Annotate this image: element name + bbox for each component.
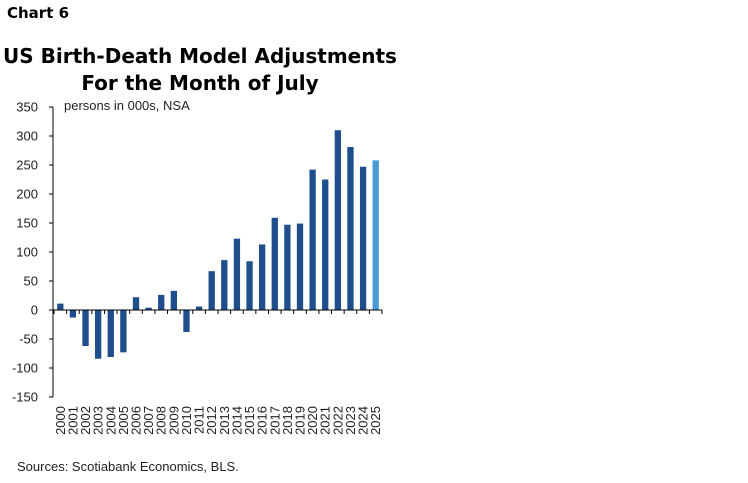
y-tick-label: 200 bbox=[16, 187, 38, 202]
x-tick-label: 2019 bbox=[293, 406, 308, 435]
units-label: persons in 000s, NSA bbox=[64, 98, 190, 113]
chart-title-line1: US Birth-Death Model Adjustments bbox=[3, 44, 397, 68]
bar-2008 bbox=[158, 294, 165, 310]
x-tick-label: 2012 bbox=[204, 406, 219, 435]
bar-2000 bbox=[57, 303, 64, 310]
bar-2013 bbox=[221, 260, 228, 310]
x-tick-label: 2022 bbox=[330, 406, 345, 435]
bar-2020 bbox=[309, 169, 316, 310]
bar-2001 bbox=[69, 310, 77, 318]
x-tick-label: 2025 bbox=[368, 406, 383, 435]
y-tick-label: 100 bbox=[16, 245, 38, 260]
bar-2011 bbox=[195, 306, 203, 310]
bar-series bbox=[57, 130, 379, 359]
y-tick-label: -100 bbox=[12, 361, 38, 376]
x-tick-label: 2004 bbox=[103, 406, 118, 435]
y-tick-label: 250 bbox=[16, 158, 38, 173]
x-tick-label: 2007 bbox=[141, 406, 156, 435]
y-tick-label: 350 bbox=[16, 100, 38, 115]
bar-2024 bbox=[359, 166, 367, 310]
x-tick-label: 2001 bbox=[65, 406, 80, 435]
bar-2017 bbox=[271, 217, 278, 310]
chart-title-line2: For the Month of July bbox=[81, 71, 319, 95]
y-axis: 350 300 250 200 150 100 50 0 -50 -100 -150 bbox=[12, 100, 54, 405]
x-axis: 2000200120022003200420052006200720082009… bbox=[53, 309, 383, 435]
y-tick-label: -150 bbox=[12, 390, 38, 405]
x-tick-label: 2017 bbox=[267, 406, 282, 435]
y-tick-label: 0 bbox=[31, 303, 38, 318]
x-tick-label: 2003 bbox=[91, 406, 106, 435]
x-tick-label: 2010 bbox=[179, 406, 194, 435]
x-tick-label: 2021 bbox=[318, 406, 333, 435]
x-tick-label: 2002 bbox=[78, 406, 93, 435]
x-tick-label: 2009 bbox=[166, 406, 181, 435]
x-tick-label: 2013 bbox=[217, 406, 232, 435]
source-note: Sources: Scotiabank Economics, BLS. bbox=[17, 459, 239, 474]
bar-2005 bbox=[120, 310, 127, 353]
x-tick-label: 2011 bbox=[192, 406, 207, 434]
bar-2018 bbox=[284, 224, 291, 310]
bar-2019 bbox=[296, 223, 304, 310]
x-tick-label: 2016 bbox=[255, 406, 270, 435]
x-tick-label: 2006 bbox=[129, 406, 144, 435]
x-tick-label: 2020 bbox=[305, 406, 320, 435]
bar-2016 bbox=[259, 244, 266, 310]
bar-2009 bbox=[170, 290, 177, 310]
bar-2007 bbox=[145, 307, 152, 310]
x-tick-label: 2023 bbox=[343, 406, 358, 435]
y-tick-label: 300 bbox=[16, 129, 38, 144]
x-tick-label: 2015 bbox=[242, 406, 257, 435]
y-tick-label: 50 bbox=[24, 274, 38, 289]
bar-2003 bbox=[95, 310, 102, 359]
y-tick-label: -50 bbox=[19, 332, 38, 347]
bar-2025 bbox=[372, 160, 379, 310]
bar-2021 bbox=[322, 179, 329, 310]
bar-2004 bbox=[107, 310, 114, 357]
x-tick-label: 2018 bbox=[280, 406, 295, 435]
x-tick-label: 2000 bbox=[53, 406, 68, 435]
bar-2023 bbox=[347, 147, 354, 310]
bar-2010 bbox=[183, 310, 190, 333]
chart-number: Chart 6 bbox=[7, 4, 70, 22]
bar-2014 bbox=[233, 238, 241, 310]
bar-2006 bbox=[132, 297, 140, 310]
bar-2012 bbox=[208, 271, 215, 310]
x-tick-label: 2024 bbox=[356, 406, 371, 435]
bar-2022 bbox=[334, 130, 341, 310]
x-tick-label: 2014 bbox=[229, 406, 244, 435]
x-tick-label: 2005 bbox=[116, 406, 131, 435]
bar-2015 bbox=[246, 261, 253, 310]
bar-2002 bbox=[82, 310, 89, 346]
x-tick-label: 2008 bbox=[154, 406, 169, 435]
y-tick-label: 150 bbox=[16, 216, 38, 231]
